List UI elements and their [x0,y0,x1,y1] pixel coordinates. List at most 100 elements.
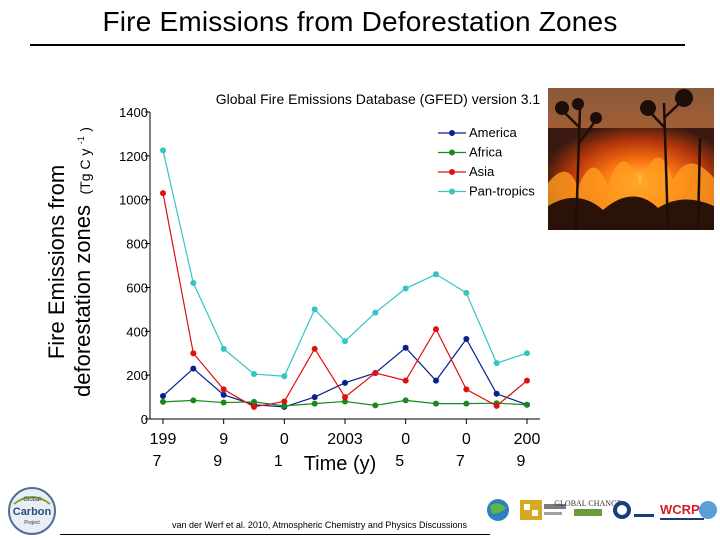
y-tick-label: 1000 [119,193,148,208]
legend-swatch-marker [449,169,455,175]
data-point-pan-tropics [463,289,470,296]
data-point-asia [372,369,379,376]
y-tick-label: 400 [126,324,148,339]
forest-fire-photo [548,88,714,230]
global-carbon-project-logo: Global Carbon Project [8,487,56,535]
legend-swatch-marker [449,188,455,195]
org-logo-icon [520,500,542,520]
data-point-asia [493,402,500,409]
data-point-africa [342,398,348,405]
x-tick-label: 0 [401,431,410,448]
data-point-america [433,377,439,384]
legend-label: Pan-tropics [469,184,535,199]
data-point-africa [251,398,257,405]
data-point-pan-tropics [524,350,530,357]
wcrp-logo: WCRP [660,502,700,517]
un-logo-icon [699,501,717,519]
data-point-pan-tropics [372,309,379,316]
partner-logos: GLOBAL CHANGE WCRP [487,499,717,521]
data-point-america [493,390,500,397]
data-point-africa [372,402,379,409]
footer-divider [60,534,490,535]
legend-item: Pan-tropics [438,184,535,199]
legend-item: Asia [438,164,495,179]
svg-text:Carbon: Carbon [13,506,52,518]
data-point-africa [160,398,166,405]
legend-label: America [469,125,517,140]
y-tick-label: 600 [126,280,148,295]
data-point-pan-tropics [160,147,166,154]
data-point-africa [402,397,409,404]
x-ticks: 199 7 9 9 0 1 2003 0 5 0 7 200 9 [150,419,541,470]
x-tick-label-line2: 5 [395,453,404,470]
svg-text:Global: Global [23,497,40,503]
data-point-asia [433,326,439,333]
x-tick-label-line2: 9 [213,453,222,470]
y-axis-label-line1: Fire Emissions from [44,165,69,359]
data-point-pan-tropics [281,373,288,380]
svg-text:Project: Project [24,520,40,526]
data-point-pan-tropics [311,306,318,313]
x-tick-label-line2: 7 [153,453,162,470]
slide-title: Fire Emissions from Deforestation Zones [102,6,618,37]
data-point-africa [220,399,227,406]
data-point-pan-tropics [251,371,257,378]
data-point-africa [190,397,197,404]
data-point-pan-tropics [342,338,348,345]
series-pan-tropics [160,147,530,380]
data-point-africa [524,401,530,408]
data-point-america [342,379,348,386]
global-change-logo: GLOBAL CHANGE [554,499,622,508]
data-point-asia [463,386,470,393]
data-point-asia [281,398,288,405]
data-point-america [160,392,166,399]
series-asia [160,190,530,410]
y-ticks: 1400 1200 1000 800 600 400 200 0 [119,105,150,427]
data-point-pan-tropics [433,271,439,278]
y-tick-label: 200 [126,368,148,383]
legend-item: Africa [438,145,503,160]
legend-item: America [438,125,517,140]
legend-label: Africa [469,145,503,160]
data-point-asia [190,350,197,357]
data-point-pan-tropics [402,285,409,292]
series-line-asia [162,193,528,408]
x-tick-label: 0 [462,431,471,448]
data-point-america [402,344,409,351]
x-tick-label: 2003 [327,431,363,448]
data-point-america [311,394,318,401]
data-point-pan-tropics [190,280,197,287]
legend-swatch-marker [449,149,455,156]
y-tick-label: 1400 [119,105,148,120]
data-point-america [463,335,470,342]
x-axis-label: Time (y) [304,453,377,475]
x-tick-label: 200 [514,431,541,448]
y-axis-label: Fire Emissions from deforestation zones … [44,127,95,397]
legend-label: Asia [469,164,495,179]
x-tick-label: 0 [280,431,289,448]
data-point-asia [160,190,166,197]
citation: van der Werf et al. 2010, Atmospheric Ch… [172,520,467,530]
data-point-asia [251,403,257,410]
data-point-asia [311,345,318,352]
data-point-asia [402,377,409,384]
x-tick-label: 199 [150,431,177,448]
data-point-africa [433,400,439,407]
x-tick-label-line2: 7 [456,453,465,470]
data-point-asia [342,394,348,401]
data-point-pan-tropics [220,345,227,352]
series-africa [160,397,530,409]
x-tick-label: 9 [219,431,228,448]
y-tick-label: 0 [141,412,148,427]
data-point-africa [463,400,470,407]
x-tick-label-line2: 9 [517,453,526,470]
legend-swatch-marker [449,130,455,136]
data-point-pan-tropics [493,360,500,367]
chart-title: Global Fire Emissions Database (GFED) ve… [216,91,541,107]
data-point-africa [281,402,288,409]
data-point-america [190,365,197,372]
y-tick-label: 800 [126,237,148,252]
data-point-asia [524,377,530,384]
series-layer [160,147,530,410]
